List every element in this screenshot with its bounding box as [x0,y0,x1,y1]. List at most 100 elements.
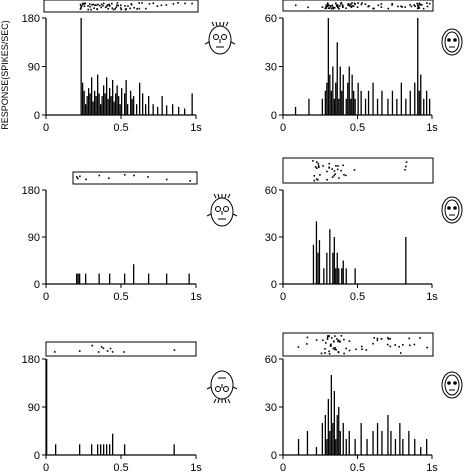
histogram-bar [372,431,374,455]
y-tick-label: 60 [265,354,277,366]
raster-spike [313,179,316,182]
histogram-bar [333,391,335,455]
histogram-bar [345,98,347,115]
histogram-bar [387,415,389,455]
panel-left-top: 180 90 00 0.5 1s [22,0,236,134]
face-ear-right [232,386,238,390]
histogram-bar [394,439,397,455]
y-tick-label: 90 [28,232,40,244]
histogram-bar [95,96,97,115]
raster-spike [91,4,93,6]
raster-spike [340,3,342,5]
histogram-bar [83,90,85,116]
raster-spike [372,342,374,345]
raster-spike [352,5,355,7]
face-eye-left [447,381,451,385]
raster-spike [331,4,334,7]
histogram-bar [139,82,141,115]
raster-spike [419,337,421,339]
histogram-bar [350,98,352,115]
histogram-bar [376,98,379,115]
raster-spike [108,3,111,6]
raster-spike [318,166,320,169]
raster-spike [313,175,316,177]
face-scrambled-oval-icon [441,196,463,224]
histogram-bar [420,74,422,115]
raster-spike [160,4,163,7]
histogram-bar [125,80,127,115]
histogram-bar [184,108,186,115]
face-hair-stroke [227,193,231,199]
raster-spike [112,8,115,11]
histogram-bar [332,252,334,284]
face-eye-left [447,38,451,42]
raster-spike [133,6,135,9]
raster-spike [107,7,109,10]
raster-spike [377,4,380,7]
histogram-bar [354,98,356,115]
raster-spike [326,5,329,8]
raster-spike [297,346,300,348]
raster-spike [353,169,356,171]
histogram-bar [161,96,163,115]
face-eye-left [447,206,451,210]
histogram-bar [127,104,129,115]
raster-spike [331,168,333,170]
raster-spike [391,4,393,6]
raster-spike [111,2,113,5]
x-tick-label: 0.5 [113,291,128,303]
x-tick-label: 0.5 [113,122,128,134]
raster-spike [338,177,340,179]
histogram-bar [124,444,126,455]
raster-spike [116,2,119,4]
raster-box [282,157,434,184]
raster-spike [332,6,334,8]
raster-spike [314,166,317,168]
x-tick-label: 0 [280,462,286,474]
raster-spike [419,4,421,6]
histogram-bar [89,93,91,115]
raster-spike [350,3,352,6]
histogram-bar [46,359,48,455]
face-ear-left [206,213,212,217]
face-hair-stroke [224,193,227,199]
raster-spike [340,335,343,337]
histogram-bar [327,399,329,455]
y-tick-label: 0 [271,450,277,462]
raster-spike [138,2,140,4]
raster-spike [329,345,332,347]
raster-spike [340,169,342,172]
raster-spike [387,7,390,10]
raster-spike [339,340,341,343]
histogram-bar [107,98,109,115]
raster-spike [376,337,379,340]
raster-spike [317,164,320,167]
raster-spike [330,6,332,8]
raster-spike [357,2,359,4]
histogram-bar [321,423,323,455]
raster-spike [124,5,126,7]
histogram-bar [342,423,344,455]
x-tick-label: 1s [426,462,438,474]
raster-spike [401,6,403,8]
histogram-bar [342,260,344,284]
raster-spike [306,336,309,339]
histogram-bar [166,273,168,284]
raster-spike [102,2,105,5]
raster-spike [350,6,353,8]
histogram-bar [157,106,159,115]
raster-spike [373,337,375,339]
raster-spike [338,7,340,10]
face-outline [441,196,463,224]
raster-spike [420,4,423,6]
y-tick-label: 30 [265,232,277,244]
histogram-bar [423,98,425,115]
raster-spike [306,343,308,345]
raster-spike [335,2,337,5]
y-tick-label: 30 [265,402,277,414]
raster-spike [105,5,108,8]
raster-spike [339,5,341,7]
histogram-bar [112,433,114,455]
x-tick-label: 0.5 [113,462,128,474]
raster-spike [325,4,328,6]
